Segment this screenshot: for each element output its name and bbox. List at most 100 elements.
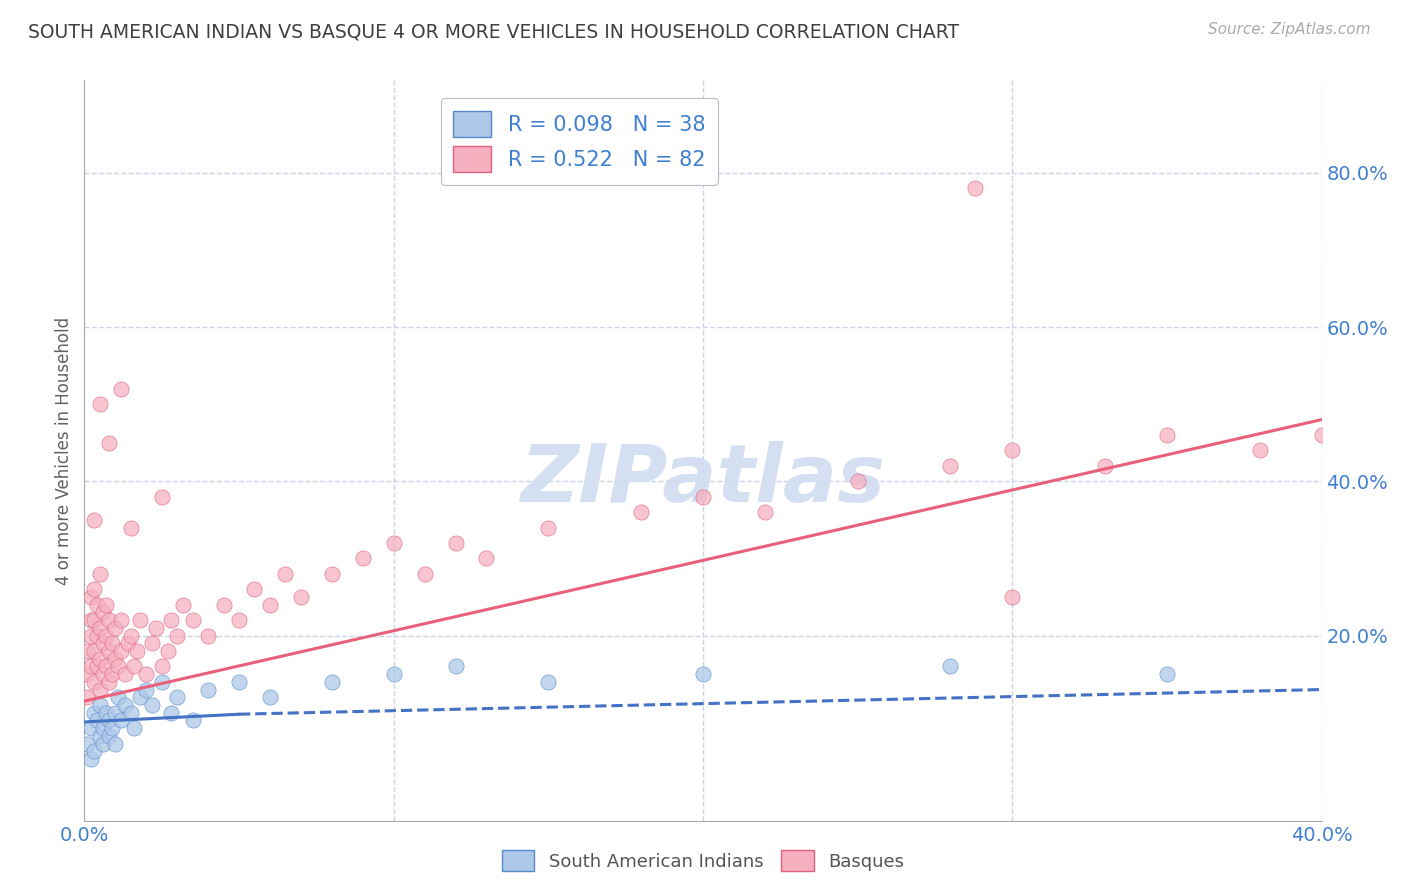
Point [259,598,281,612]
Point [259,690,281,705]
Point [89,729,111,743]
Point [98,613,121,627]
Point [1156,667,1178,681]
Point [939,458,962,473]
Point [382,667,405,681]
Point [172,598,194,612]
Point [120,520,142,534]
Point [150,490,173,504]
Point [156,644,179,658]
Point [150,674,173,689]
Point [228,613,250,627]
Point [160,613,183,627]
Point [939,659,962,673]
Legend: R = 0.098   N = 38, R = 0.522   N = 82: R = 0.098 N = 38, R = 0.522 N = 82 [441,98,717,185]
Point [104,651,127,665]
Point [79,628,101,642]
Point [83,644,105,658]
Point [413,566,436,581]
Point [114,698,136,712]
Point [98,435,121,450]
Point [110,714,132,728]
Point [86,598,108,612]
Point [89,397,111,411]
Text: ZIPatlas: ZIPatlas [520,441,886,519]
Point [243,582,266,597]
Point [91,636,114,650]
Point [114,667,136,681]
Point [86,659,108,673]
Point [76,644,98,658]
Point [321,674,343,689]
Point [76,737,98,751]
Point [104,706,127,720]
Point [101,667,124,681]
Point [228,674,250,689]
Point [107,690,129,705]
Point [79,590,101,604]
Point [89,566,111,581]
Point [83,582,105,597]
Point [79,721,101,735]
Legend: South American Indians, Basques: South American Indians, Basques [495,843,911,879]
Point [98,714,121,728]
Point [98,729,121,743]
Point [83,674,105,689]
Point [212,598,235,612]
Point [290,590,312,604]
Point [537,674,560,689]
Point [104,621,127,635]
Point [1372,443,1395,458]
Point [94,598,117,612]
Point [274,566,297,581]
Point [135,667,157,681]
Point [79,659,101,673]
Point [1001,590,1024,604]
Point [1249,443,1271,458]
Point [166,690,188,705]
Point [141,698,163,712]
Point [94,659,117,673]
Point [129,613,152,627]
Y-axis label: 4 or more Vehicles in Household: 4 or more Vehicles in Household [55,317,73,584]
Text: Source: ZipAtlas.com: Source: ZipAtlas.com [1208,22,1371,37]
Point [141,636,163,650]
Point [122,659,145,673]
Point [76,690,98,705]
Point [475,551,498,566]
Point [76,667,98,681]
Point [125,644,148,658]
Point [444,659,467,673]
Point [94,706,117,720]
Point [89,698,111,712]
Point [692,667,714,681]
Point [89,682,111,697]
Point [630,505,652,519]
Point [83,513,105,527]
Point [166,628,188,642]
Point [91,606,114,620]
Point [122,721,145,735]
Point [83,706,105,720]
Point [135,682,157,697]
Point [120,706,142,720]
Point [86,714,108,728]
Point [110,644,132,658]
Point [129,690,152,705]
Point [83,613,105,627]
Point [107,659,129,673]
Point [79,613,101,627]
Point [181,714,204,728]
Point [965,181,987,195]
Text: SOUTH AMERICAN INDIAN VS BASQUE 4 OR MORE VEHICLES IN HOUSEHOLD CORRELATION CHAR: SOUTH AMERICAN INDIAN VS BASQUE 4 OR MOR… [28,22,959,41]
Point [150,659,173,673]
Point [86,628,108,642]
Point [110,613,132,627]
Point [98,674,121,689]
Point [197,682,219,697]
Point [145,621,167,635]
Point [1094,458,1116,473]
Point [692,490,714,504]
Point [160,706,183,720]
Point [1001,443,1024,458]
